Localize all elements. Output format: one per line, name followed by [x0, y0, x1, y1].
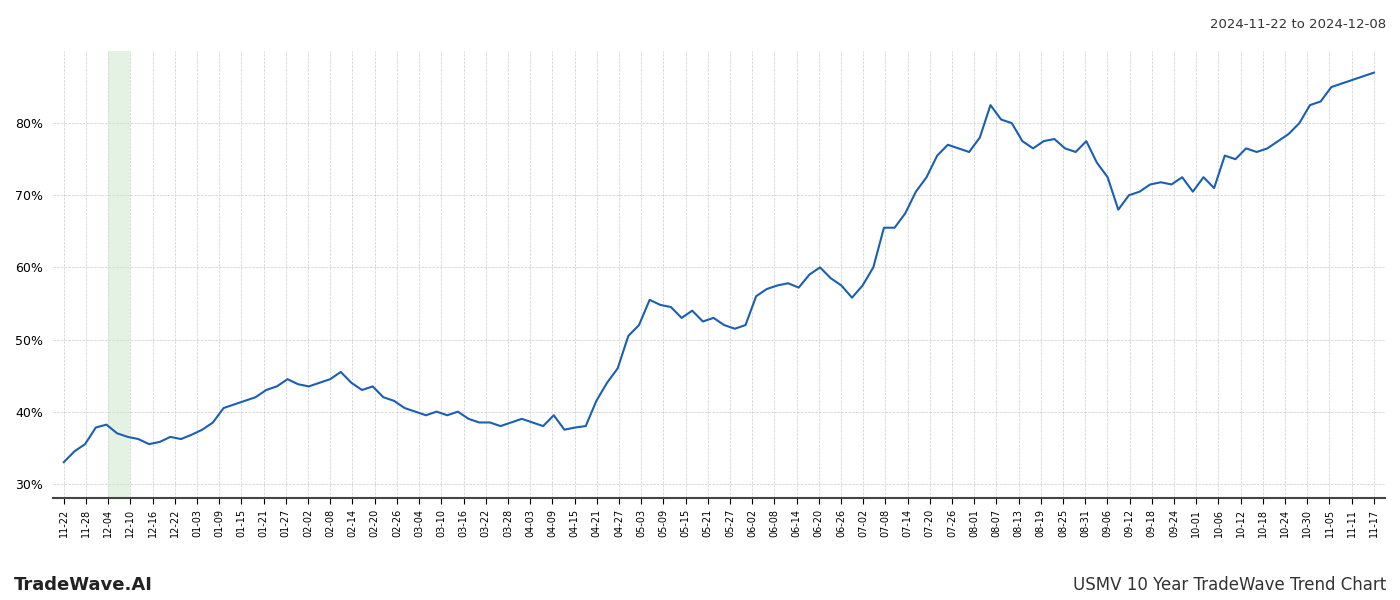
Bar [108, 51, 130, 498]
Text: TradeWave.AI: TradeWave.AI [14, 576, 153, 594]
Text: 2024-11-22 to 2024-12-08: 2024-11-22 to 2024-12-08 [1210, 18, 1386, 31]
Text: USMV 10 Year TradeWave Trend Chart: USMV 10 Year TradeWave Trend Chart [1072, 576, 1386, 594]
